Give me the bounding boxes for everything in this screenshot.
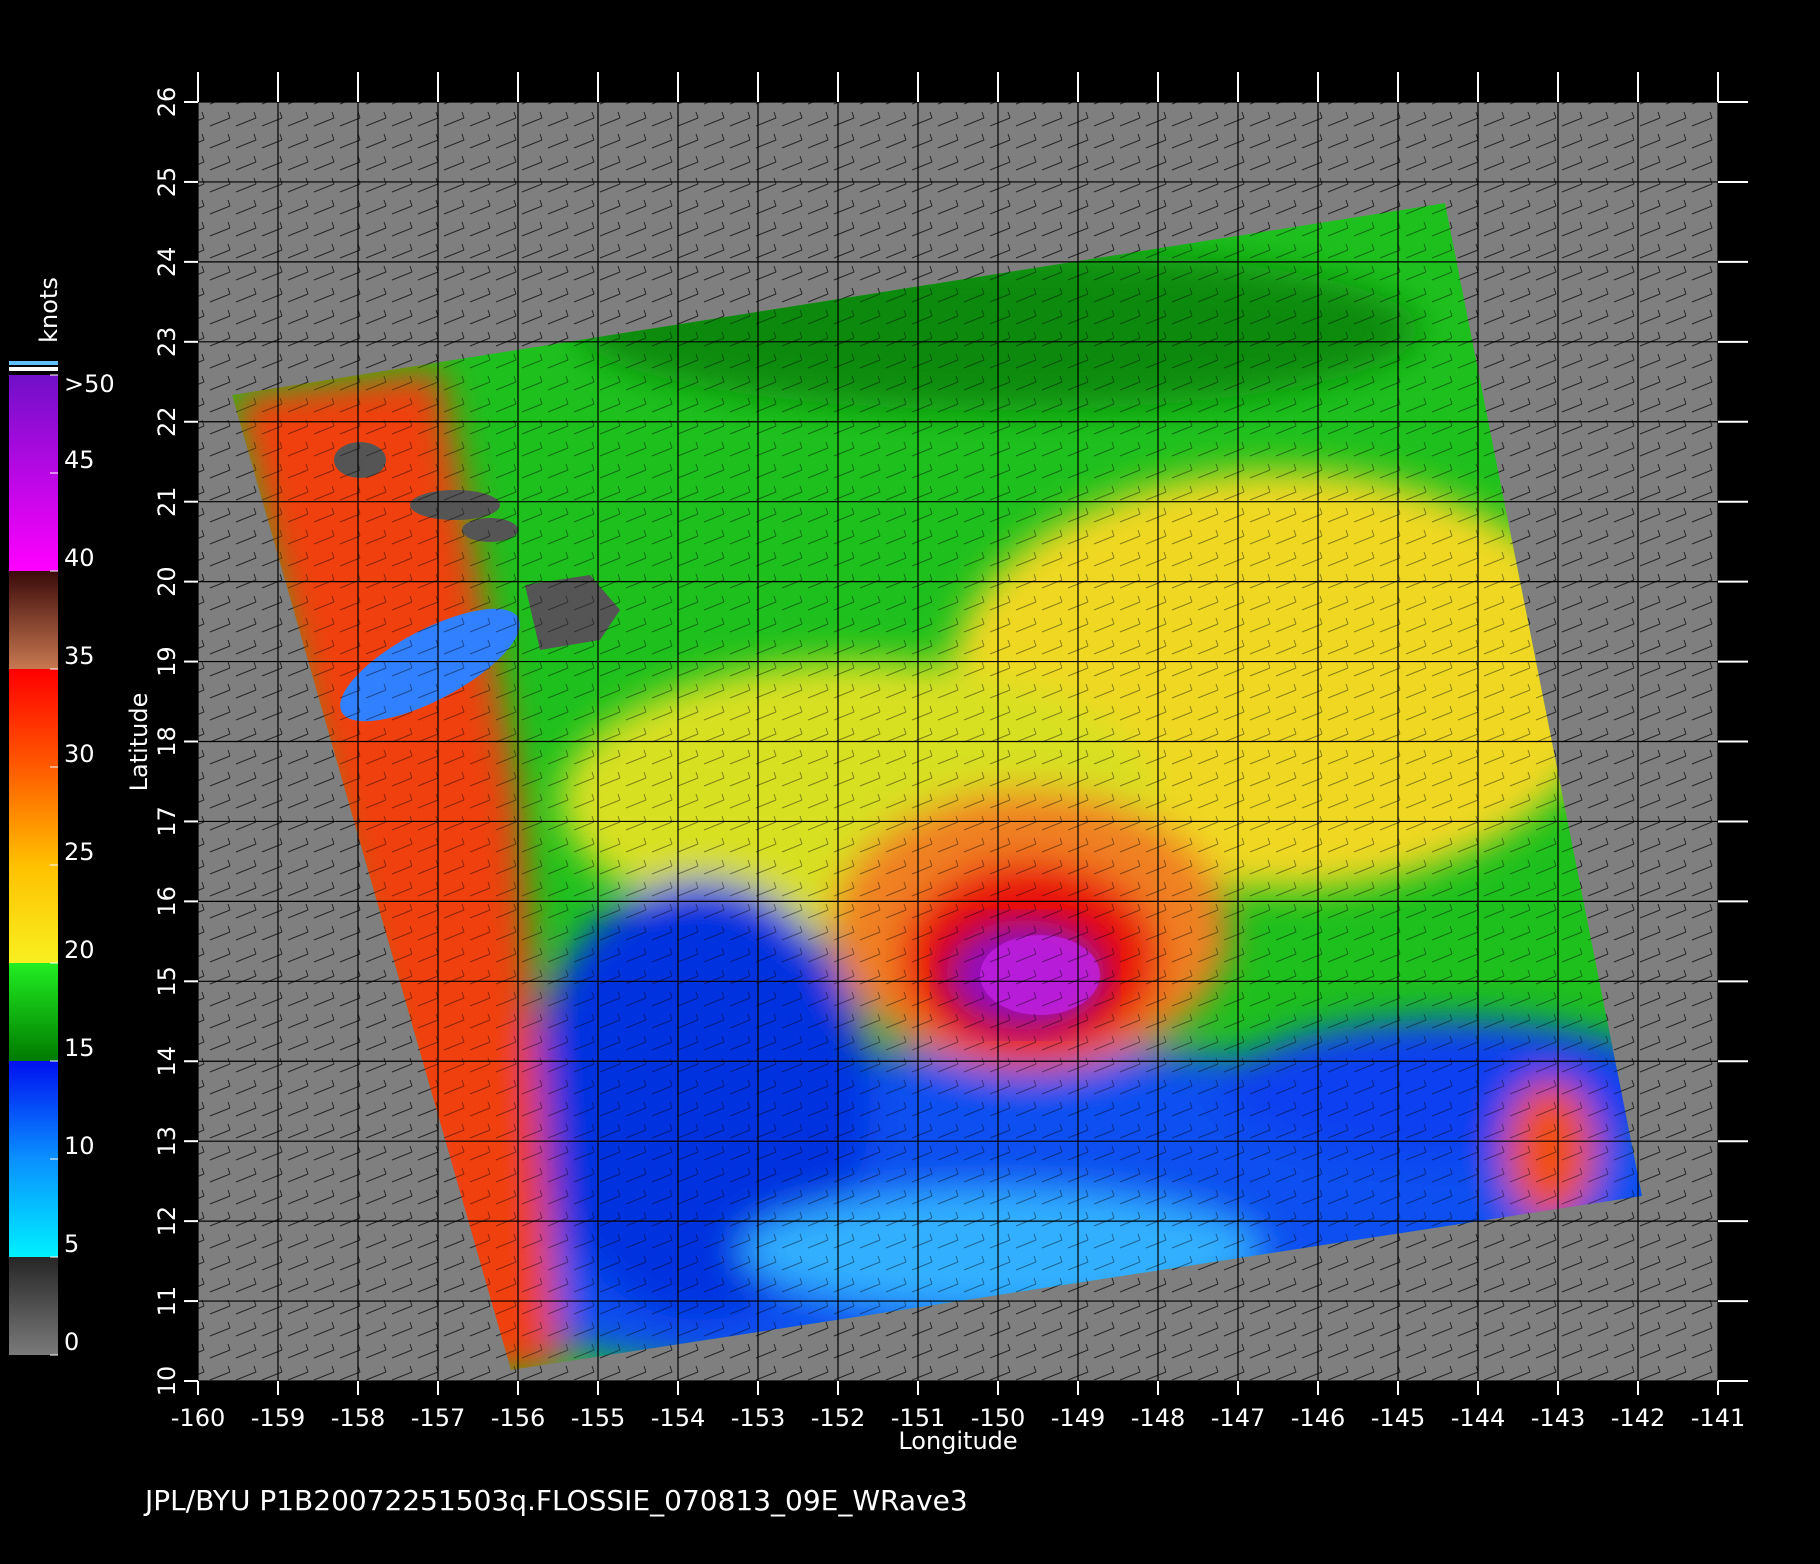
colorbar-tick-label: 15 [64,1034,95,1062]
colorbar-cap [9,367,58,371]
x-tick-label: -158 [331,1404,385,1432]
y-tick-label: 11 [153,1286,181,1317]
y-tick-label: 13 [153,1126,181,1157]
x-tick-label: -142 [1611,1404,1665,1432]
y-tick-label: 17 [153,806,181,837]
y-axis-label: Latitude [125,693,153,792]
x-tick-label: -141 [1691,1404,1745,1432]
x-tick-label: -157 [411,1404,465,1432]
y-tick-label: 12 [153,1206,181,1237]
y-tick-label: 15 [153,966,181,997]
x-tick-label: -151 [891,1404,945,1432]
y-tick-label: 21 [153,486,181,517]
y-tick-label: 22 [153,406,181,437]
colorbar-tick-label: 40 [64,544,95,572]
colorbar-tick-label: 30 [64,740,95,768]
colorbar-tick-label: 10 [64,1132,95,1160]
x-tick-label: -155 [571,1404,625,1432]
y-tick-label: 23 [153,327,181,358]
x-axis-label: Longitude [898,1427,1017,1455]
wind-swath [232,203,1642,1370]
x-tick-label: -150 [971,1404,1025,1432]
x-tick-label: -143 [1531,1404,1585,1432]
x-tick-label: -152 [811,1404,865,1432]
x-tick-label: -149 [1051,1404,1105,1432]
x-tick-label: -146 [1291,1404,1345,1432]
colorbar-tick-label: 20 [64,936,95,964]
y-tick-label: 25 [153,167,181,198]
x-tick-label: -144 [1451,1404,1505,1432]
y-tick-label: 26 [153,87,181,118]
colorbar-tick-label: 45 [64,446,95,474]
x-tick-label: -159 [251,1404,305,1432]
grid [198,102,1718,1381]
x-tick-label: -156 [491,1404,545,1432]
x-tick-label: -147 [1211,1404,1265,1432]
x-tick-label: -154 [651,1404,705,1432]
x-tick-label: -148 [1131,1404,1185,1432]
y-tick-label: 24 [153,247,181,278]
colorbar [9,375,58,1355]
y-tick-label: 20 [153,566,181,597]
colorbar-tick-label: 35 [64,642,95,670]
x-tick-label: -153 [731,1404,785,1432]
colorbar-tick-label: >50 [64,370,115,398]
colorbar-tick-label: 0 [64,1328,79,1356]
y-tick-label: 18 [153,726,181,757]
y-tick-label: 14 [153,1046,181,1077]
x-tick-label: -160 [171,1404,225,1432]
footer: JPL/BYU P1B20072251503q.FLOSSIE_070813_0… [143,1484,968,1517]
colorbar-label: knots [35,277,63,343]
y-tick-label: 16 [153,886,181,917]
colorbar-tick-label: 25 [64,838,95,866]
colorbar-cap [9,361,58,365]
colorbar-tick-label: 5 [64,1230,79,1258]
map-area [198,102,1718,1381]
y-tick-label: 19 [153,646,181,677]
x-tick-label: -145 [1371,1404,1425,1432]
y-tick-label: 10 [153,1366,181,1397]
